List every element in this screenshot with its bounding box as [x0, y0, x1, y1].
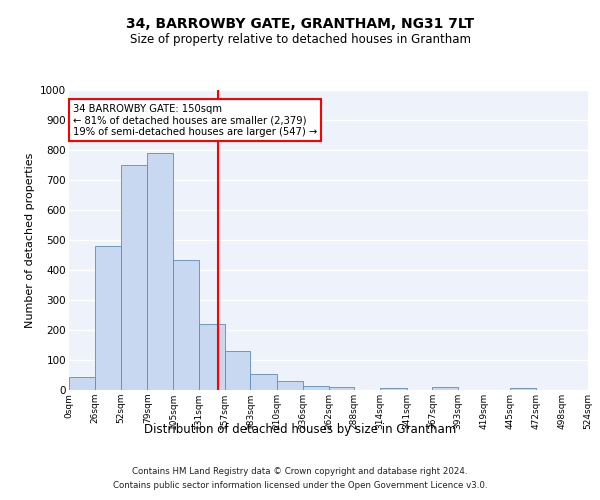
Bar	[224, 351, 250, 390]
Bar	[250, 374, 277, 390]
Text: Size of property relative to detached houses in Grantham: Size of property relative to detached ho…	[130, 32, 470, 46]
Bar	[199, 324, 224, 390]
Y-axis label: Number of detached properties: Number of detached properties	[25, 152, 35, 328]
Text: 34 BARROWBY GATE: 150sqm
← 81% of detached houses are smaller (2,379)
19% of sem: 34 BARROWBY GATE: 150sqm ← 81% of detach…	[73, 104, 317, 136]
Bar	[69, 376, 95, 390]
Bar	[510, 388, 536, 390]
Text: Distribution of detached houses by size in Grantham: Distribution of detached houses by size …	[144, 422, 456, 436]
Bar	[380, 388, 407, 390]
Bar	[121, 165, 147, 390]
Bar	[95, 246, 121, 390]
Bar	[147, 153, 173, 390]
Text: 34, BARROWBY GATE, GRANTHAM, NG31 7LT: 34, BARROWBY GATE, GRANTHAM, NG31 7LT	[126, 18, 474, 32]
Text: Contains public sector information licensed under the Open Government Licence v3: Contains public sector information licen…	[113, 481, 487, 490]
Bar	[433, 387, 458, 390]
Bar	[303, 386, 329, 390]
Bar	[277, 381, 303, 390]
Bar	[329, 387, 354, 390]
Text: Contains HM Land Registry data © Crown copyright and database right 2024.: Contains HM Land Registry data © Crown c…	[132, 468, 468, 476]
Bar	[173, 260, 199, 390]
